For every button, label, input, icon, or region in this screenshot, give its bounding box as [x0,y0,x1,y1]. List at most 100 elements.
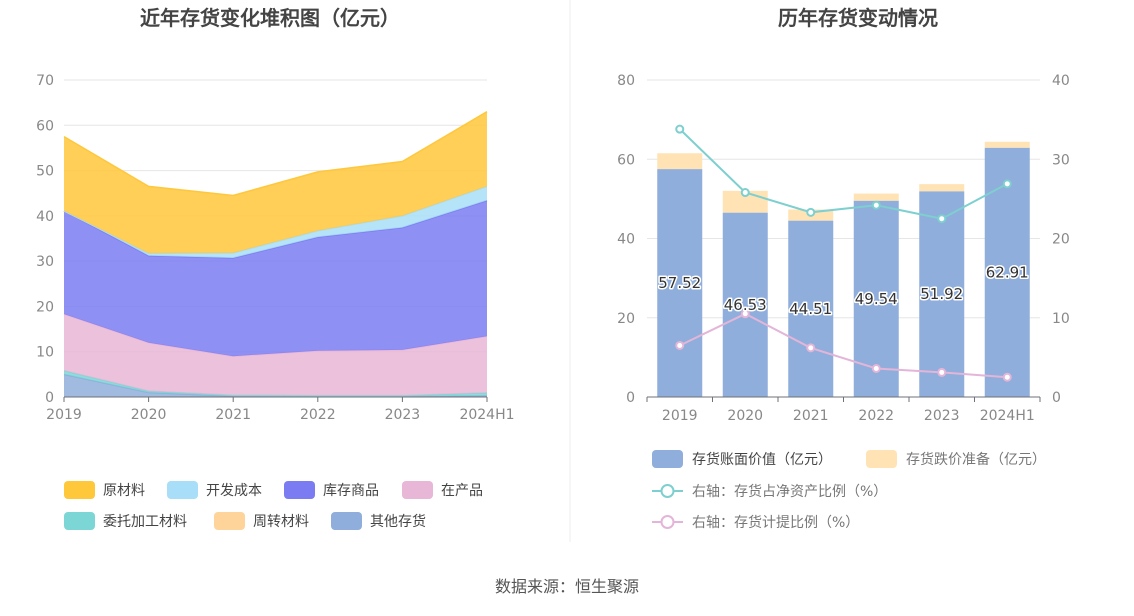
area-legend-swatch [64,512,95,530]
bar-impairment [919,184,965,192]
area-legend-swatch [64,481,95,499]
area-series-6 [64,111,487,254]
bar-book-value [722,212,768,397]
line-legend-item[interactable]: 右轴：存货计提比例（%） [652,514,859,531]
area-series-2 [64,314,487,396]
area-series-3 [64,200,487,357]
bar-data-label: 46.53 [724,296,767,314]
area-legend-label: 周转材料 [253,514,309,530]
line-series-3 [679,312,1008,379]
line-point [871,363,881,373]
area-legend-item[interactable]: 在产品 [402,481,483,499]
area-series-edge-6 [63,111,488,197]
bar-data-label: 49.54 [855,290,898,308]
bar-chart-bars [657,141,1030,397]
area-series-4 [64,186,487,258]
bar-x-tick-label: 2023 [924,408,960,424]
bar-x-tick-label: 2020 [727,408,763,424]
bar-right-y-tick-label: 20 [1052,232,1070,248]
bar-right-y-tick-label: 0 [1052,390,1061,406]
bar-left-y-tick-label: 20 [617,311,635,327]
line-point [675,340,685,350]
bar-chart-lines [675,124,1012,382]
area-legend-swatch [402,481,433,499]
bar-book-value [657,169,703,397]
bar-left-y-tick-label: 80 [617,73,635,89]
bar-x-tick-label: 2024H1 [980,408,1035,424]
bar-x-tick-label: 2021 [793,408,829,424]
line-point [937,367,947,377]
area-legend-swatch [331,512,362,530]
area-legend-swatch [284,481,315,499]
bar-chart-x-axis: 2019 2020 2021 2022 2023 2024H1 [646,396,1041,424]
bar-book-value [919,191,965,397]
area-legend-item[interactable]: 周转材料 [214,512,309,530]
area-legend-item[interactable]: 其他存货 [331,512,426,530]
line-point [1002,179,1012,189]
bar-data-label: 57.52 [658,274,701,292]
bar-legend-swatch [866,450,897,468]
bar-chart-left-y-axis: 0 20 40 60 80 [617,73,635,406]
bar-right-y-tick-label: 40 [1052,73,1070,89]
area-legend-item[interactable]: 库存商品 [284,481,379,499]
bar-right-y-tick-label: 10 [1052,311,1070,327]
bar-book-value [788,220,834,397]
bar-impairment [853,193,899,201]
area-y-tick-label: 0 [45,390,54,406]
bar-data-label: 44.51 [789,300,832,318]
area-legend-item[interactable]: 原材料 [64,481,145,499]
area-legend-label: 库存商品 [323,483,379,499]
line-point [675,124,685,134]
area-y-tick-label: 10 [36,345,54,361]
area-x-tick-label: 2023 [385,407,421,423]
area-chart-series [63,111,488,398]
bar-legend-item[interactable]: 存货账面价值（亿元） [652,450,832,468]
bar-left-y-tick-label: 60 [617,152,635,168]
line-point [937,214,947,224]
area-series-0 [64,374,487,397]
bar-chart-right-y-axis: 0 10 20 30 40 [1052,73,1070,406]
area-chart-x-axis: 2019 2020 2021 2022 2023 2024H1 [46,396,515,423]
area-legend-item[interactable]: 委托加工材料 [64,512,187,530]
area-legend-label: 原材料 [103,483,145,499]
bar-chart-legend[interactable]: 存货账面价值（亿元） 存货跌价准备（亿元） 右轴：存货占净资产比例（%） 右轴：存货计… [652,450,1046,531]
bar-impairment [657,153,703,170]
bar-right-y-tick-label: 30 [1052,152,1070,168]
bar-book-value [984,147,1030,397]
bar-chart-data-labels: 57.52 46.53 44.51 49.54 51.92 62.91 [657,262,1030,319]
area-legend-label: 委托加工材料 [103,514,187,530]
area-y-tick-label: 50 [36,164,54,180]
area-legend-label: 其他存货 [370,513,426,530]
bar-impairment [984,141,1030,148]
area-y-tick-label: 40 [36,209,54,225]
bar-left-y-tick-label: 0 [626,390,635,406]
line-point [740,309,750,319]
line-point [806,207,816,217]
area-y-tick-label: 20 [36,299,54,315]
bar-data-label: 62.91 [986,263,1029,281]
line-point [1002,372,1012,382]
bar-chart-title: 历年存货变动情况 [778,6,938,30]
bar-chart-grid [647,79,1040,398]
area-x-tick-label: 2022 [300,407,336,423]
line-legend-item[interactable]: 右轴：存货占净资产比例（%） [652,483,887,500]
line-point [871,200,881,210]
area-legend-swatch [167,481,198,499]
combo-bar-line-chart: 历年存货变动情况 0 20 40 60 80 0 10 20 30 40 57.52 46.53 4… [617,6,1070,531]
bar-x-tick-label: 2019 [662,408,698,424]
line-legend-marker [660,515,675,529]
line-point [806,343,816,353]
area-legend-item[interactable]: 开发成本 [167,481,262,499]
line-series-2 [679,128,1008,220]
area-y-tick-label: 70 [36,73,54,89]
area-x-tick-label: 2021 [215,407,251,423]
line-legend-label: 右轴：存货占净资产比例（%） [692,483,887,500]
bar-legend-item[interactable]: 存货跌价准备（亿元） [866,450,1046,468]
area-legend-swatch [214,512,245,530]
area-y-tick-label: 60 [36,118,54,134]
bar-legend-label: 存货账面价值（亿元） [692,451,832,468]
line-point [740,188,750,198]
